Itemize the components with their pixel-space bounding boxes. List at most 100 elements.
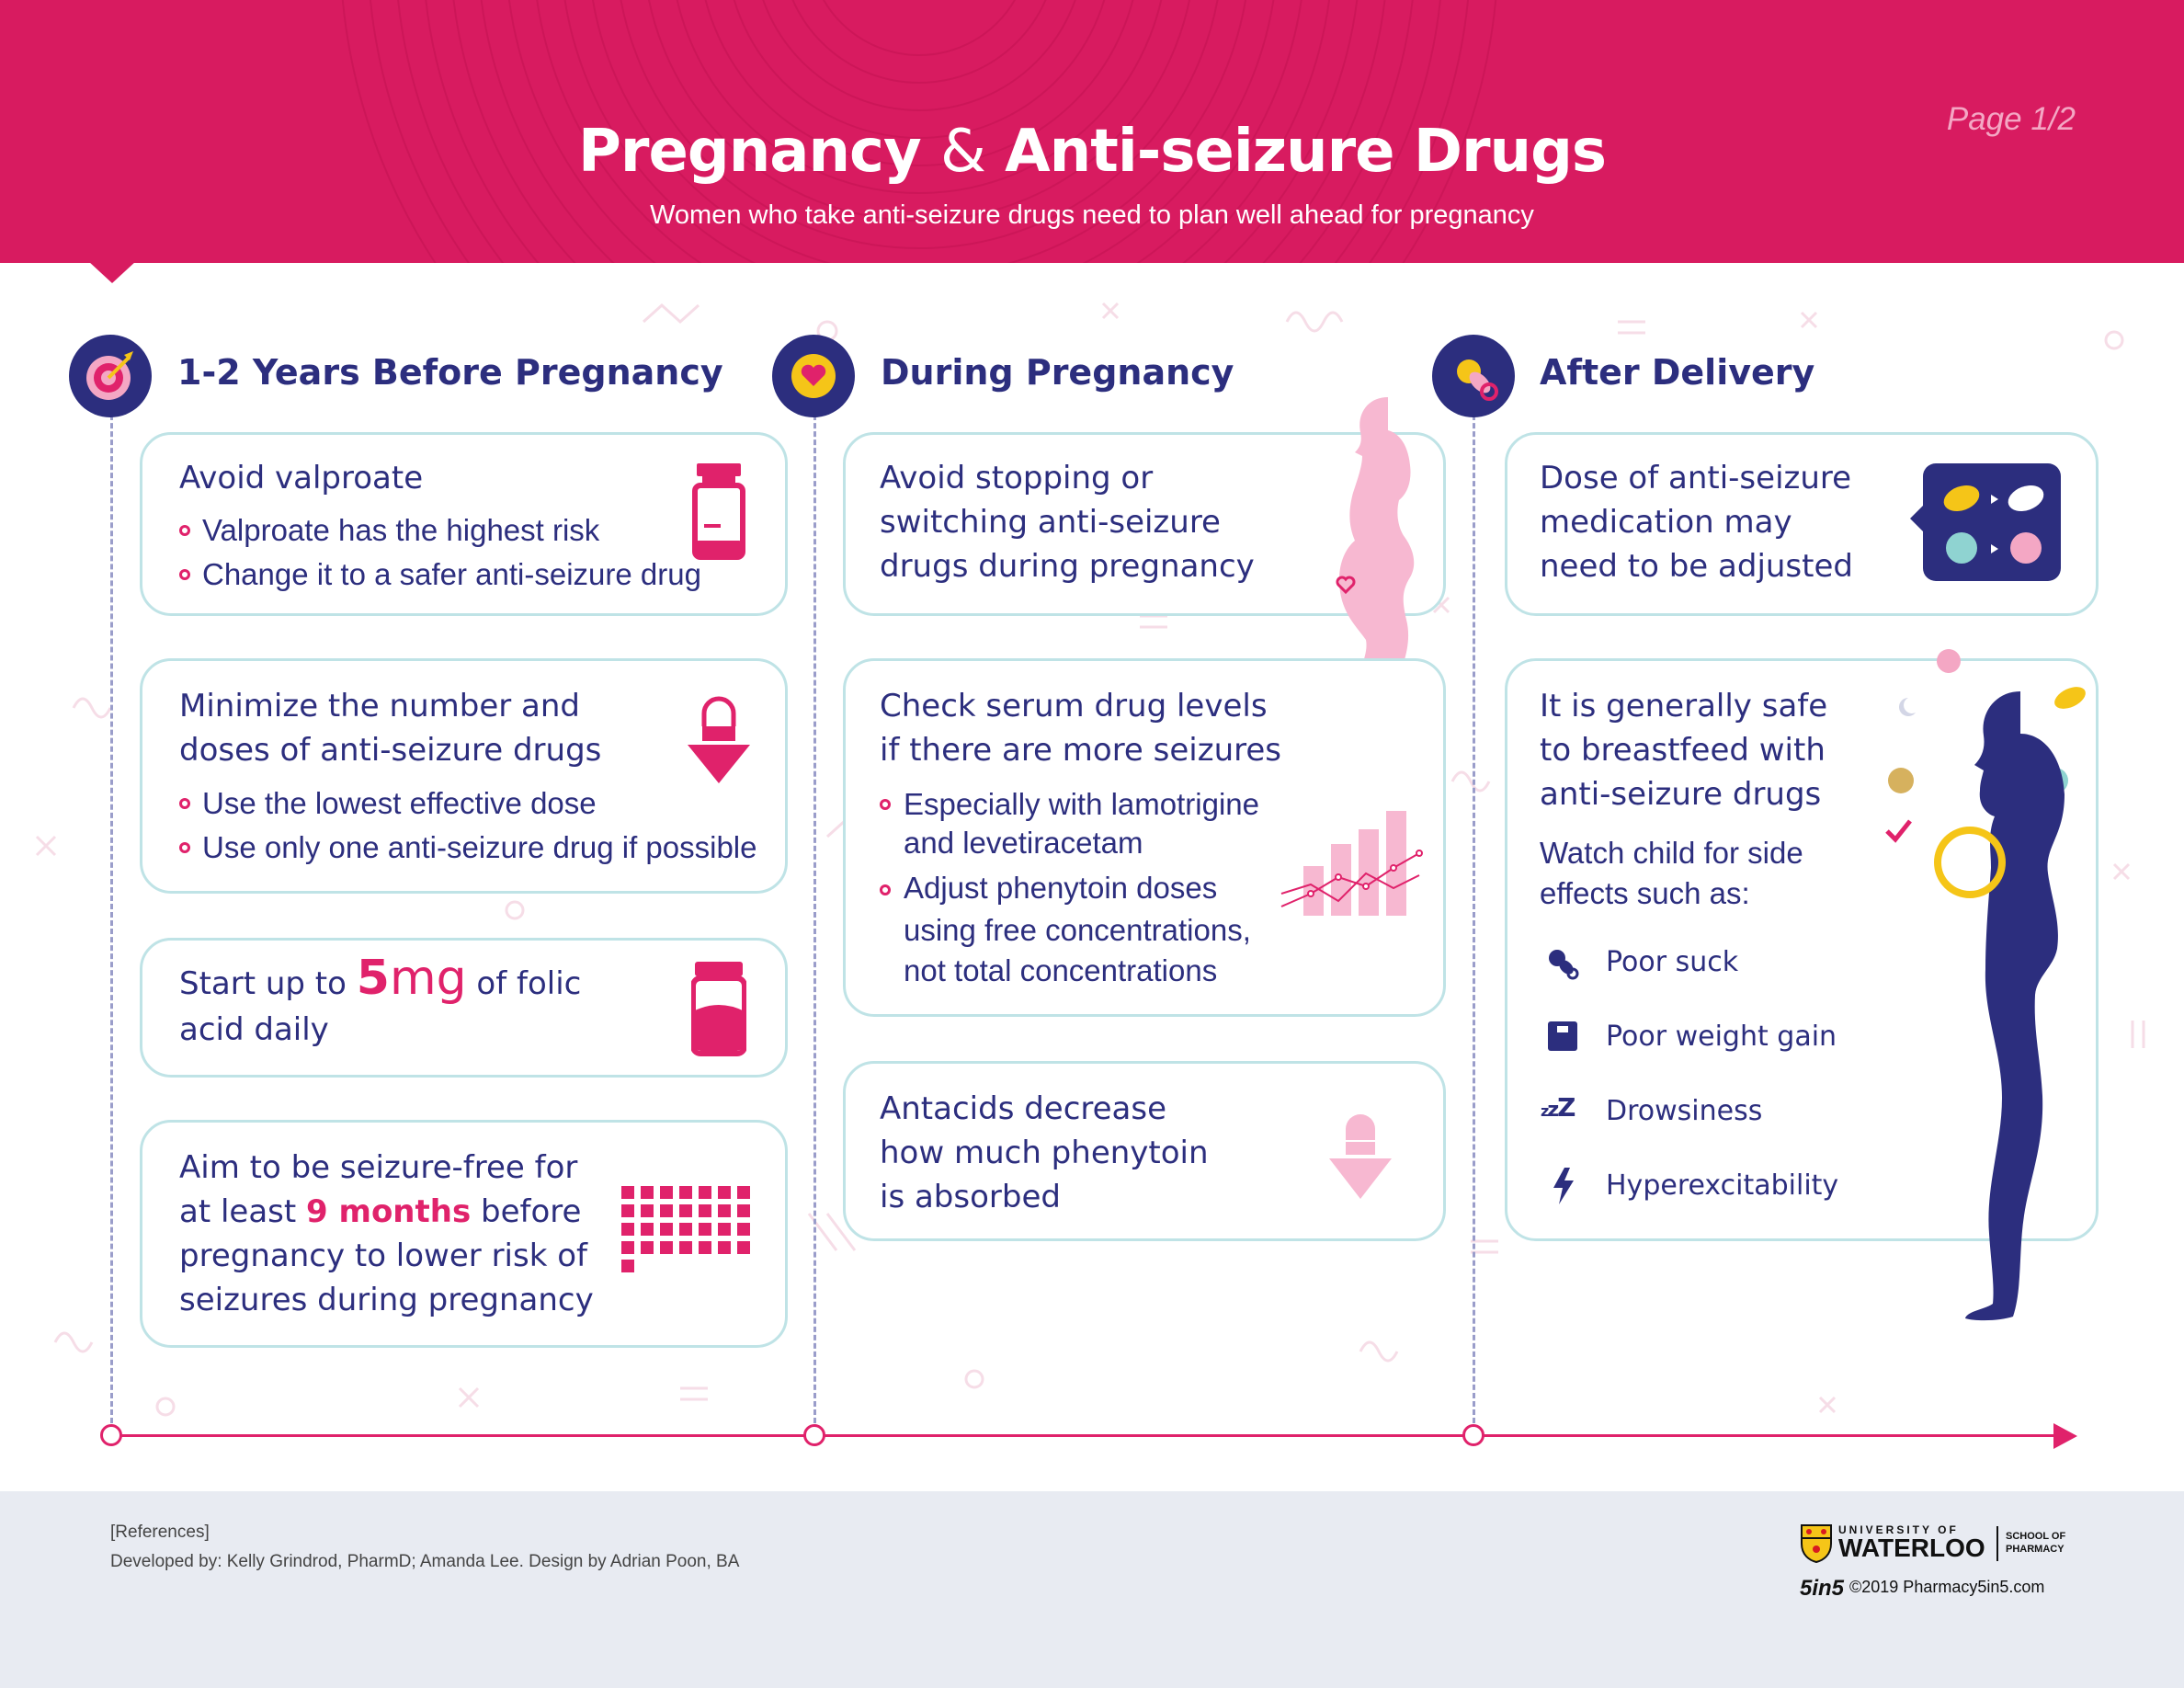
bullet-text: not total concentrations [904,953,1218,987]
bullet-text: and levetiracetam [904,826,1143,860]
card-heading: Avoid valproate [179,460,424,496]
card-heading: Check serum drug levels [880,688,1268,724]
calendar-cell [621,1223,634,1236]
calendar-cell [641,1204,654,1217]
calendar-cell [699,1186,711,1199]
calendar-cell [621,1241,634,1254]
card-heading: to breastfeed with [1540,732,1826,769]
credits-text: Developed by: Kelly Grindrod, PharmD; Am… [110,1552,740,1571]
timeline-dot-3 [1462,1424,1484,1446]
section-title-during: During Pregnancy [881,352,1234,393]
card-text-line: at least 9 months before [179,1190,581,1234]
timeline-arrowhead [2053,1423,2077,1449]
calendar-cell [679,1186,692,1199]
pregnant-woman-icon [1336,397,1415,666]
bullet-marker [179,798,190,809]
watch-text: effects such as: [1540,876,1750,910]
bullet-marker [179,842,190,853]
uw-school-label: SCHOOL OF PHARMACY [2006,1531,2066,1555]
calendar-cell [679,1204,692,1217]
calendar-cell [737,1186,750,1199]
bullet-marker [880,884,891,895]
calendar-cell [718,1186,731,1199]
calendar-cell [699,1223,711,1236]
timeline-col2-vertical [813,390,816,1423]
target-icon [69,335,152,417]
header-notch [88,261,136,283]
footer [0,1491,2184,1688]
calendar-cell [737,1223,750,1236]
card-check-serum [843,658,1446,1017]
copyright-text: ©2019 Pharmacy5in5.com [1849,1578,2045,1596]
bullet-text: Especially with lamotrigine [904,787,1259,821]
header-banner: Page 1/2 Pregnancy & Anti-seizure Drugs … [0,0,2184,263]
card-text-line: seizures during pregnancy [179,1282,594,1318]
bullet-text: using free concentrations, [904,913,1251,947]
scale-icon [1548,1021,1577,1051]
calendar-cell [718,1241,731,1254]
card-heading: anti-seizure drugs [1540,776,1822,813]
card-heading: It is generally safe [1540,688,1828,724]
calendar-cell [641,1223,654,1236]
folic-dose-value: 5 [356,951,390,1006]
pill-down-arrow-icon [688,696,750,783]
bullet-text: Adjust phenytoin doses [904,871,1218,905]
pacifier-icon [1549,950,1579,980]
calendar-cell [660,1204,673,1217]
card-text-line: Aim to be seizure-free for [179,1149,578,1186]
uw-logo-top: UNIVERSITY OF [1838,1523,1959,1536]
bar-line-chart-icon [1280,811,1423,916]
card-text-line: switching anti-seizure [880,504,1221,541]
card-text-line: Avoid stopping or [880,460,1154,496]
card-text-line: Dose of anti-seizure [1540,460,1852,496]
calendar-cell [621,1260,634,1272]
bullet-text: Use only one anti-seizure drug if possib… [202,830,757,864]
references-link[interactable]: [References] [110,1523,210,1542]
calendar-cell [660,1186,673,1199]
folic-line-1: Start up to 5mg of folic [179,954,581,1006]
calendar-cell [660,1241,673,1254]
pharmacy5in5-logo: 5in5 [1800,1576,1845,1601]
medicine-bottle-icon [692,463,745,560]
card-text-line: is absorbed [880,1179,1061,1215]
title-part1: Pregnancy [578,118,922,186]
title-ampersand: & [939,118,986,186]
side-effect-label: Poor suck [1606,946,1739,978]
bullet-text: Valproate has the highest risk [202,513,600,547]
timeline-horizontal [112,1434,2070,1437]
calendar-cell [718,1204,731,1217]
calendar-cell [699,1204,711,1217]
heart-icon [772,335,855,417]
calendar-grid-icon [621,1186,750,1272]
seizure-free-pre: at least [179,1193,297,1230]
bullet-text: Change it to a safer anti-seizure drug [202,557,701,591]
pills-chat-icon [1910,463,2061,581]
seizure-free-duration: 9 months [306,1193,472,1230]
side-effect-label: Poor weight gain [1606,1021,1837,1053]
timeline-dot-2 [803,1424,825,1446]
card-folic-acid [140,938,788,1078]
card-text-line: pregnancy to lower risk of [179,1237,587,1274]
card-text-line: how much phenytoin [880,1135,1209,1171]
calendar-cell [621,1186,634,1199]
folic-line-2: acid daily [179,1011,329,1048]
calendar-cell [679,1241,692,1254]
page-subtitle: Women who take anti-seizure drugs need t… [650,200,1534,230]
timeline-dot-1 [100,1424,122,1446]
calendar-cell [641,1241,654,1254]
card-text-line: Antacids decrease [880,1090,1167,1127]
timeline-col3-vertical [1473,390,1475,1423]
header-ring-pattern [342,0,1496,263]
bullet-marker [179,525,190,536]
seizure-free-post: before [481,1193,582,1230]
calendar-cell [718,1223,731,1236]
folic-acid-bottle-icon [691,962,746,1056]
card-antacids [843,1061,1446,1241]
calendar-cell [679,1223,692,1236]
lightning-icon [1553,1168,1574,1204]
calendar-cell [621,1204,634,1217]
folic-dose-unit: mg [389,951,467,1006]
calendar-cell [737,1204,750,1217]
zzz-icon: zzZ [1541,1092,1575,1123]
card-heading: if there are more seizures [880,732,1281,769]
